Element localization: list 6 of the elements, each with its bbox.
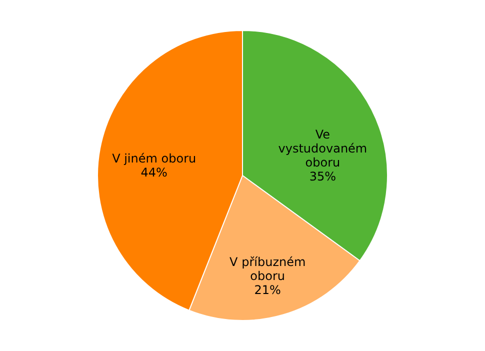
- slice-label: V příbuzném oboru: [230, 254, 306, 283]
- data-label: 21%: [254, 282, 281, 297]
- data-label: 44%: [140, 166, 168, 180]
- data-label: 35%: [309, 170, 336, 184]
- slice-label: Ve vystudovaném oboru: [278, 128, 368, 170]
- slice-label: V jiném oboru: [112, 152, 196, 166]
